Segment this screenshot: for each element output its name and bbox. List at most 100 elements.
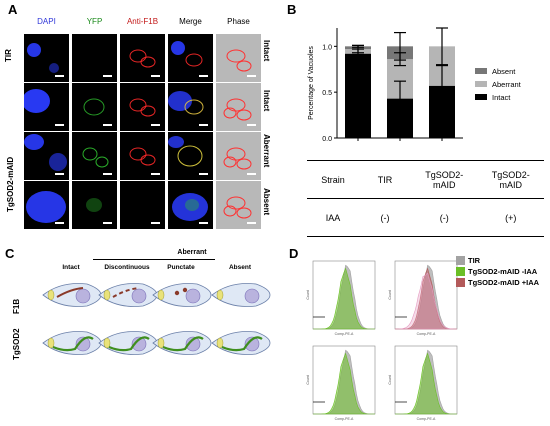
cell-structure	[168, 91, 192, 111]
histogram-curve	[313, 352, 375, 415]
micrograph-content	[26, 191, 66, 223]
f1b-signal	[112, 287, 140, 298]
channel-header-4: Phase	[227, 17, 250, 26]
legend-label-intact: Intact	[492, 93, 511, 102]
tgsod2-signal	[52, 336, 94, 352]
f1b-punctum	[174, 290, 180, 296]
scale-bar	[151, 75, 160, 77]
scale-bar	[55, 75, 64, 77]
nucleus	[75, 288, 91, 304]
micrograph-content	[27, 43, 59, 73]
legend-item-2: TgSOD2-mAID +IAA	[456, 278, 539, 287]
table-cell-tir-iaa: (-)	[359, 198, 411, 237]
scale-bar	[199, 222, 208, 224]
cell-structure	[129, 49, 147, 63]
micrograph-r2-c0	[24, 132, 69, 180]
micrograph-r1-c2	[120, 83, 165, 131]
schematic-1-2	[152, 331, 212, 355]
side-label-aberrant: Aberrant	[262, 134, 271, 168]
side-label-absent: Absent	[262, 188, 271, 216]
histogram-legend: TIR TgSOD2-mAID -IAA TgSOD2-mAID +IAA	[456, 256, 539, 289]
legend-label-absent: Absent	[492, 67, 516, 76]
micrograph-r0-c4	[216, 34, 261, 82]
scale-bar	[55, 222, 64, 224]
scale-bar	[199, 75, 208, 77]
table-header-tir: TIR	[359, 160, 411, 199]
legend-label: TIR	[468, 256, 481, 265]
cell-structure	[226, 196, 246, 210]
scale-bar	[55, 124, 64, 126]
micrograph-r3-c4	[216, 181, 261, 229]
histogram-y-label: Count	[306, 375, 310, 384]
parasite-schematics	[42, 283, 271, 355]
scale-bar	[199, 124, 208, 126]
micrograph-content	[172, 193, 208, 221]
cell-structure	[223, 107, 237, 119]
scale-bar	[199, 173, 208, 175]
histogram-curve	[313, 267, 375, 330]
micrograph-content	[171, 41, 203, 67]
channel-header-2: Anti-F1B	[126, 17, 159, 26]
histogram-panel-2: Comp-PE-A Count	[306, 345, 376, 421]
scale-bar	[247, 173, 256, 175]
panel-a-label: A	[8, 2, 18, 17]
cell-structure	[24, 89, 50, 113]
micrograph-r0-c0	[24, 34, 69, 82]
f1b-punctum	[182, 287, 188, 293]
cell-structure	[95, 156, 109, 168]
histogram-curve	[395, 352, 457, 415]
micrograph-r3-c1	[72, 181, 117, 229]
legend-swatch-aberrant	[475, 81, 487, 87]
micrograph-content	[223, 147, 252, 170]
cell-structure	[26, 191, 66, 223]
cell-structure	[185, 53, 203, 67]
scale-bar	[103, 124, 112, 126]
channel-header-0: DAPI	[37, 17, 56, 26]
channel-header-1: YFP	[86, 17, 103, 26]
micrograph-r2-c4	[216, 132, 261, 180]
legend-item-0: TIR	[456, 256, 539, 265]
cell-structure	[236, 207, 252, 219]
cell-structure	[223, 205, 237, 217]
state-label-0: Intact	[62, 264, 80, 271]
micrograph-r3-c2	[120, 181, 165, 229]
micrograph-content	[226, 49, 252, 72]
histogram-y-label: Count	[388, 290, 392, 299]
panel-d-label: D	[289, 246, 299, 261]
nucleus	[131, 336, 147, 352]
micrograph-content	[24, 134, 67, 171]
cell-structure	[140, 154, 156, 166]
tgsod2-signal	[162, 336, 204, 352]
table-header-tgsod2-plus: TgSOD2- mAID	[477, 160, 544, 199]
row-label-tgsod2-c: TgSOD2	[12, 328, 21, 360]
cell-structure	[236, 109, 252, 121]
state-label-3: Absent	[228, 264, 252, 271]
scale-bar	[151, 222, 160, 224]
cell-structure	[140, 56, 156, 68]
legend-swatch-absent	[475, 68, 487, 74]
cell-structure	[236, 158, 252, 170]
bar-intact-0	[345, 53, 371, 138]
cell-structure	[226, 49, 246, 63]
row-label-tgsod2: TgSOD2-mAID	[6, 156, 15, 212]
legend-label: TgSOD2-mAID +IAA	[468, 278, 540, 287]
legend-label-aberrant: Aberrant	[492, 80, 522, 89]
scale-bar	[151, 124, 160, 126]
histogram-panel-3: Comp-PE-A Count	[388, 345, 458, 421]
micrograph-content	[168, 91, 204, 115]
side-label-intact-1: Intact	[262, 40, 271, 62]
cell-structure	[172, 193, 208, 221]
channel-header-3: Merge	[179, 17, 202, 26]
legend-swatch	[456, 256, 465, 265]
nucleus	[185, 288, 201, 304]
cell-structure	[27, 43, 41, 57]
micrograph-r2-c3	[168, 132, 213, 180]
table-cell-plus-iaa: (+)	[477, 198, 544, 237]
histogram-panel-0: Comp-PE-A Count	[306, 260, 376, 336]
micrograph-r0-c3	[168, 34, 213, 82]
apical-complex	[103, 337, 111, 349]
cell-structure	[49, 153, 67, 171]
cell-structure	[49, 63, 59, 73]
cell-structure	[129, 98, 147, 112]
histogram-x-label: Comp-PE-A	[417, 417, 436, 421]
